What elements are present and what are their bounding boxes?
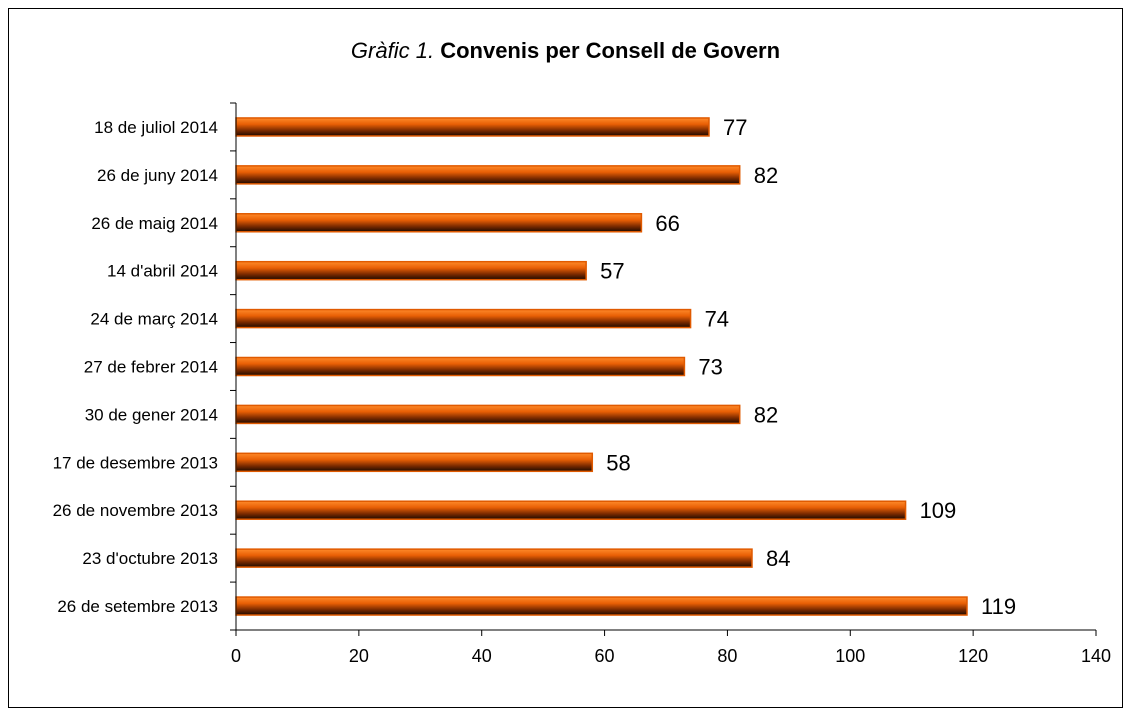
data-label: 77 bbox=[723, 115, 747, 140]
data-label: 109 bbox=[920, 498, 957, 523]
x-tick-label: 40 bbox=[472, 646, 492, 666]
bar bbox=[235, 596, 968, 616]
data-label: 82 bbox=[754, 402, 778, 427]
bar bbox=[235, 117, 710, 137]
category-label: 14 d'abril 2014 bbox=[107, 262, 218, 281]
data-label: 57 bbox=[600, 259, 624, 284]
x-tick-label: 120 bbox=[958, 646, 988, 666]
bar bbox=[235, 165, 741, 185]
x-tick-label: 80 bbox=[717, 646, 737, 666]
x-tick-label: 20 bbox=[349, 646, 369, 666]
category-label: 18 de juliol 2014 bbox=[94, 118, 218, 137]
chart-title-prefix: Gràfic 1. bbox=[350, 38, 435, 63]
data-label: 119 bbox=[981, 594, 1016, 619]
data-label: 84 bbox=[766, 546, 790, 571]
data-label: 73 bbox=[698, 355, 722, 380]
x-tick-label: 100 bbox=[835, 646, 865, 666]
chart-title: Gràfic 1. Convenis per Consell de Govern bbox=[0, 38, 1131, 64]
bar bbox=[235, 452, 594, 473]
labels-layer: 18 de juliol 2014 77 26 de juny 2014 82 26 d… bbox=[53, 115, 1111, 666]
category-label: 24 de març 2014 bbox=[90, 310, 218, 329]
category-label: 17 de desembre 2013 bbox=[53, 453, 218, 472]
axes-layer bbox=[230, 102, 1097, 636]
bar bbox=[235, 213, 643, 233]
category-label: 26 de setembre 2013 bbox=[57, 597, 218, 616]
bar bbox=[235, 356, 686, 377]
x-tick-label: 140 bbox=[1081, 646, 1111, 666]
x-tick-label: 60 bbox=[595, 646, 615, 666]
data-label: 82 bbox=[754, 163, 778, 188]
bar bbox=[235, 500, 907, 520]
bar bbox=[235, 404, 741, 425]
x-tick-label: 0 bbox=[231, 646, 241, 666]
category-label: 27 de febrer 2014 bbox=[84, 358, 218, 377]
bar bbox=[235, 548, 753, 568]
category-label: 23 d'octubre 2013 bbox=[82, 549, 218, 568]
data-label: 58 bbox=[606, 450, 630, 475]
category-label: 26 de juny 2014 bbox=[97, 166, 218, 185]
category-label: 26 de novembre 2013 bbox=[53, 501, 218, 520]
chart-title-main: Convenis per Consell de Govern bbox=[440, 38, 781, 63]
category-label: 26 de maig 2014 bbox=[91, 214, 218, 233]
bar bbox=[235, 260, 587, 281]
category-label: 30 de gener 2014 bbox=[85, 405, 218, 424]
bars-layer bbox=[235, 117, 968, 616]
data-label: 66 bbox=[655, 211, 679, 236]
bar bbox=[235, 308, 692, 329]
data-label: 74 bbox=[705, 307, 729, 332]
